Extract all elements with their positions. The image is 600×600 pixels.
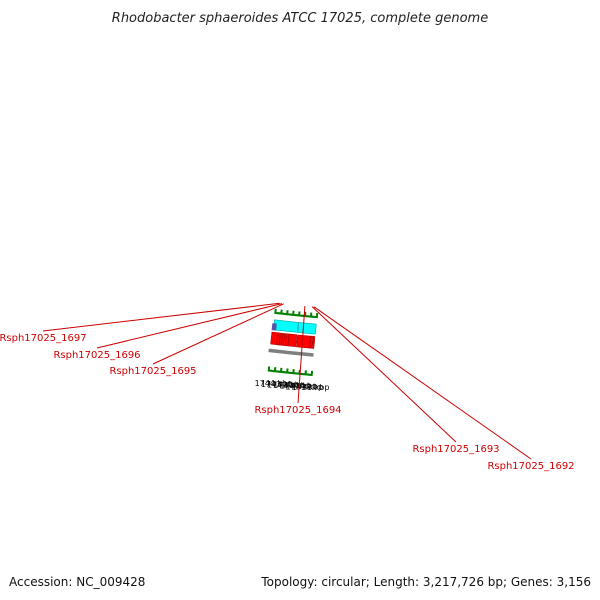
inner-major-tick bbox=[298, 311, 301, 317]
gene-label-layer: Rsph17025_1697 Rsph17025_1696 Rsph17025_16… bbox=[0, 302, 575, 472]
gene-label: Rsph17025_1695 bbox=[109, 366, 196, 377]
tick-label: 1741 kbp bbox=[273, 381, 311, 390]
tick-label: 1739 kbp bbox=[286, 382, 324, 391]
accession-text: Accession: NC_009428 bbox=[9, 575, 145, 589]
gene-leader-line bbox=[311, 306, 457, 443]
forward-cds-3 bbox=[296, 334, 311, 349]
gene-label: Rsph17025_1694 bbox=[254, 405, 341, 416]
major-tick bbox=[310, 370, 314, 376]
major-tick bbox=[286, 368, 289, 374]
gene-leader-line bbox=[96, 303, 283, 349]
map-title: Rhodobacter sphaeroides ATCC 17025, comp… bbox=[112, 11, 488, 26]
tick-label: 1743 kbp bbox=[261, 380, 299, 389]
tick-label: 1744 kbp bbox=[255, 379, 293, 388]
other-feature bbox=[271, 323, 277, 331]
major-tick bbox=[279, 367, 283, 373]
gene-label: Rsph17025_1692 bbox=[487, 461, 574, 472]
forward-strand-track bbox=[270, 331, 316, 349]
gene-label: Rsph17025_1693 bbox=[412, 444, 499, 455]
major-tick bbox=[267, 366, 271, 372]
gene-leader-line bbox=[152, 303, 284, 365]
major-tick bbox=[292, 369, 295, 375]
genome-summary-text: Topology: circular; Length: 3,217,726 bp… bbox=[260, 575, 591, 589]
gene-leader-line bbox=[42, 302, 280, 332]
tick-label: 1740 kbp bbox=[279, 382, 317, 391]
backbone-arc bbox=[268, 348, 314, 357]
reverse-strand-track bbox=[271, 319, 317, 335]
inner-major-tick bbox=[274, 308, 277, 315]
genome-backbone bbox=[268, 348, 314, 357]
gene-leader-line bbox=[313, 306, 532, 460]
inner-major-tick bbox=[286, 310, 289, 316]
tick-label: 1742 kbp bbox=[267, 380, 305, 389]
forward-cds-4 bbox=[287, 333, 298, 348]
major-tick bbox=[273, 367, 277, 373]
reverse-cds-1 bbox=[297, 322, 317, 335]
gene-label: Rsph17025_1697 bbox=[0, 333, 87, 344]
major-tick bbox=[298, 369, 301, 375]
forward-cds-1 bbox=[311, 336, 316, 349]
inner-major-tick bbox=[303, 311, 307, 318]
tick-label: 1738 kbp bbox=[292, 383, 330, 392]
gene-leader-line bbox=[297, 305, 306, 404]
reverse-cds-2 bbox=[273, 319, 299, 333]
inner-major-tick bbox=[292, 310, 295, 316]
forward-cds-10 bbox=[270, 331, 279, 346]
gene-label: Rsph17025_1696 bbox=[53, 350, 140, 361]
inner-major-tick bbox=[280, 309, 283, 315]
